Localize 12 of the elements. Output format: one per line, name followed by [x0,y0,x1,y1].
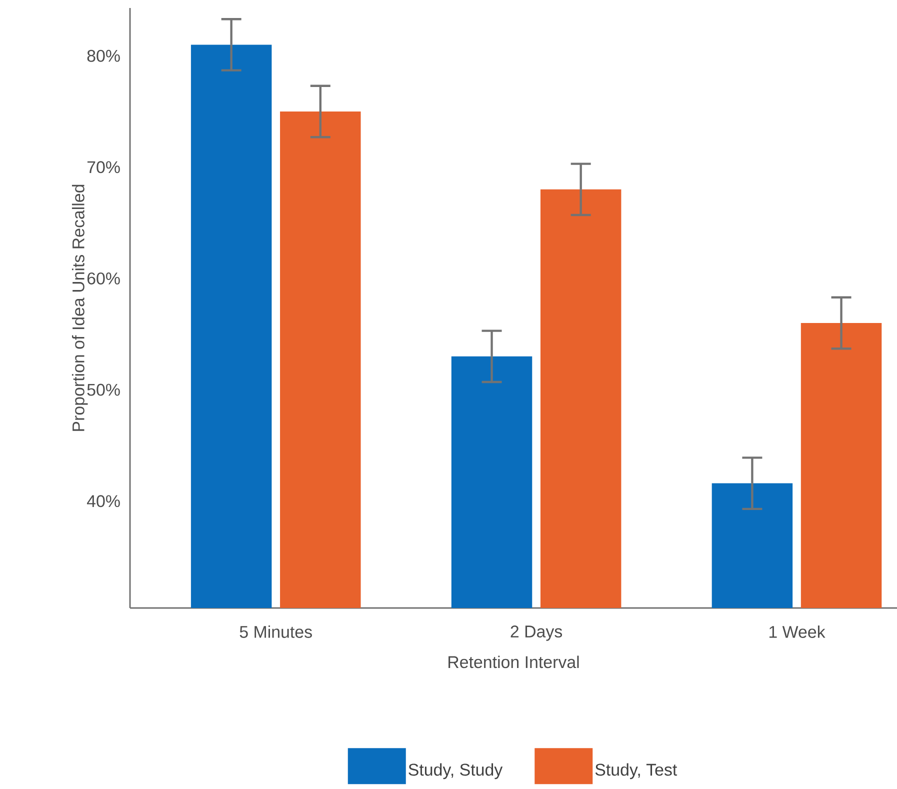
x-axis-title: Retention Interval [448,656,579,668]
y-tick-label: 50% [87,384,120,396]
y-tick-label: 60% [87,272,120,284]
y-axis-title: Proportion of Idea Units Recalled [72,184,88,431]
legend-label: Study, Test [595,763,678,780]
y-tick-label: 80% [87,50,120,62]
x-tick-label: 1 Week [769,626,826,638]
y-tick-label: 40% [86,495,120,508]
y-tick-label: 70% [87,161,120,174]
legend-label: Study, Study [408,763,503,780]
x-tick-label: 2 Days [510,626,562,641]
x-tick-label: 5 Minutes [240,626,312,638]
